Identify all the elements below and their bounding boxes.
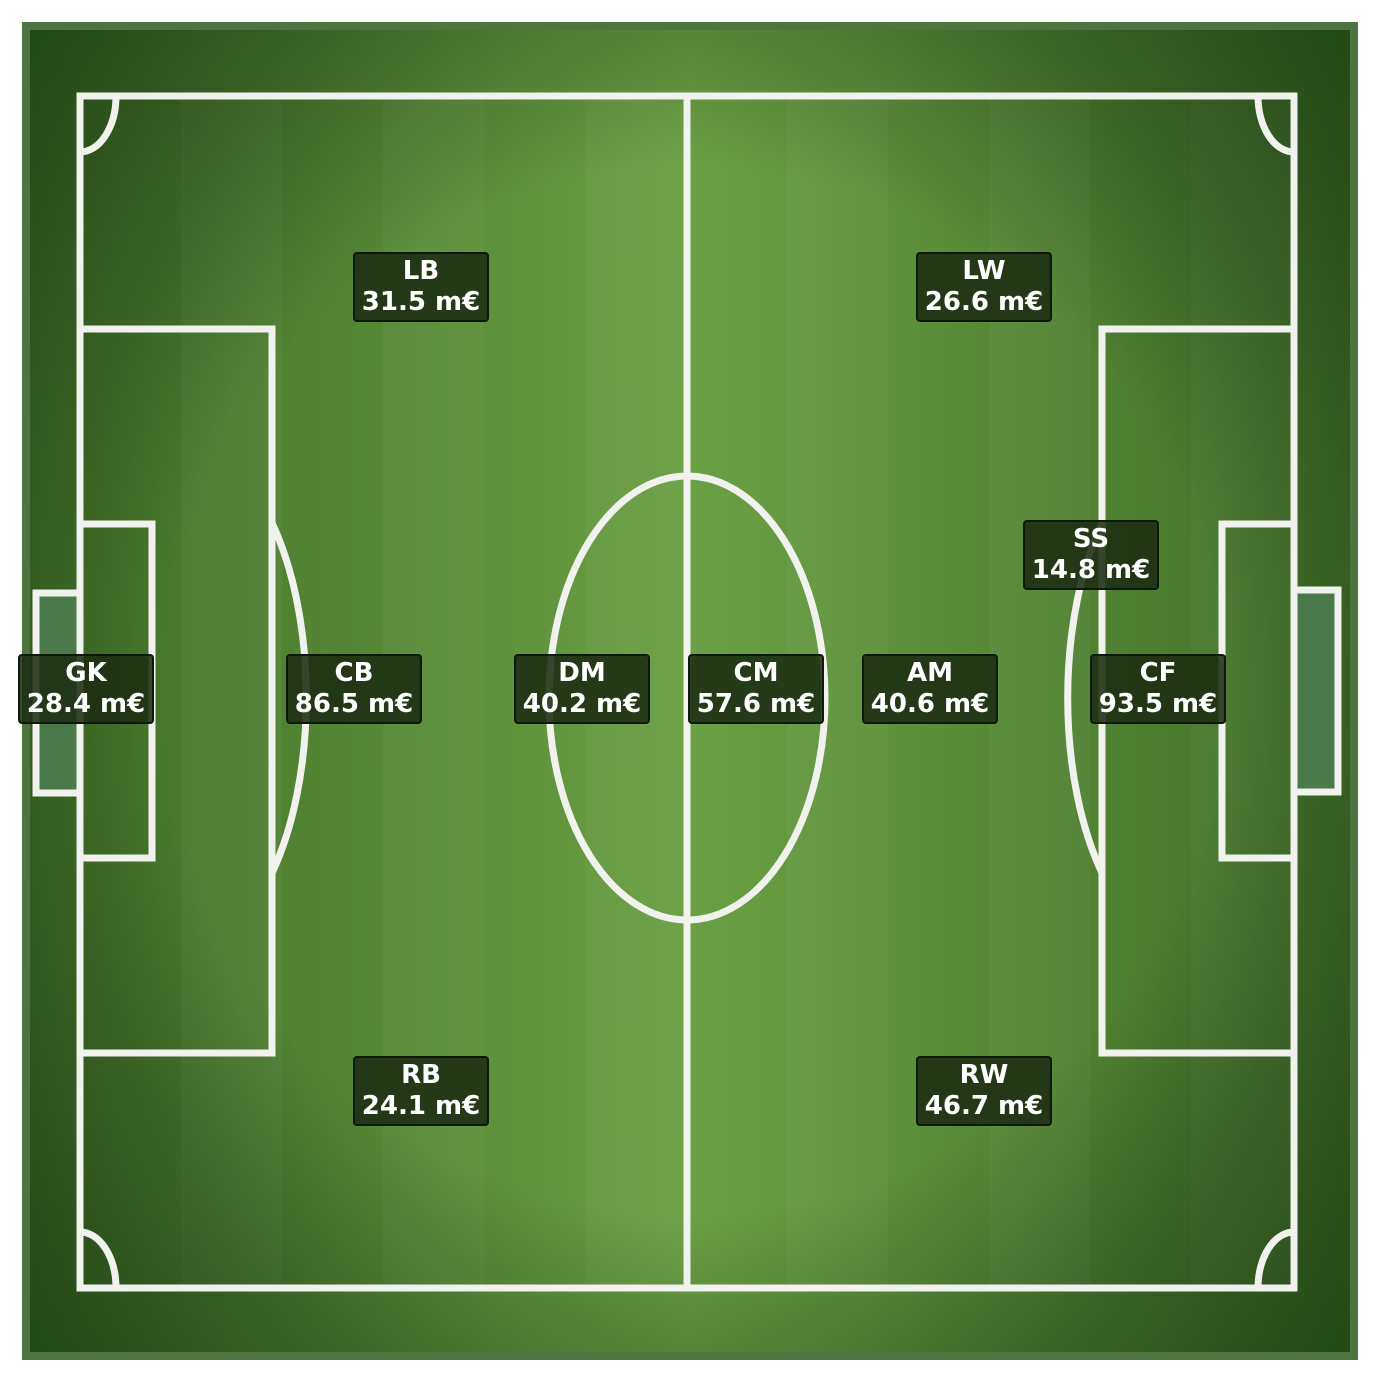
label-rw: RW 46.7 m€ bbox=[916, 1056, 1052, 1126]
corner-arc-top-left bbox=[79, 95, 120, 156]
label-rb-value: 24.1 m€ bbox=[361, 1091, 481, 1121]
label-dm-value: 40.2 m€ bbox=[522, 689, 642, 719]
label-gk-code: GK bbox=[65, 658, 107, 688]
label-ss: SS 14.8 m€ bbox=[1023, 520, 1159, 590]
label-cb-value: 86.5 m€ bbox=[294, 689, 414, 719]
label-gk-value: 28.4 m€ bbox=[26, 689, 146, 719]
label-am-code: AM bbox=[907, 658, 953, 688]
label-dm: DM 40.2 m€ bbox=[514, 654, 650, 724]
corner-arc-bottom-left bbox=[79, 1228, 120, 1289]
right-goal bbox=[1290, 586, 1342, 796]
label-cf: CF 93.5 m€ bbox=[1090, 654, 1226, 724]
label-cf-value: 93.5 m€ bbox=[1098, 689, 1218, 719]
label-ss-value: 14.8 m€ bbox=[1031, 555, 1151, 585]
label-lw-value: 26.6 m€ bbox=[924, 287, 1044, 317]
label-rw-code: RW bbox=[959, 1060, 1009, 1090]
label-lw-code: LW bbox=[962, 256, 1006, 286]
label-lb-value: 31.5 m€ bbox=[361, 287, 481, 317]
label-ss-code: SS bbox=[1072, 524, 1110, 554]
label-rb: RB 24.1 m€ bbox=[353, 1056, 489, 1126]
label-cm-code: CM bbox=[733, 658, 779, 688]
pitch-markings bbox=[32, 92, 1342, 1292]
label-lb-code: LB bbox=[402, 256, 440, 286]
label-rb-code: RB bbox=[401, 1060, 441, 1090]
corner-arc-bottom-right bbox=[1254, 1228, 1295, 1289]
label-lb: LB 31.5 m€ bbox=[353, 252, 489, 322]
corner-arc-top-right bbox=[1254, 95, 1295, 156]
label-rw-value: 46.7 m€ bbox=[924, 1091, 1044, 1121]
label-cm: CM 57.6 m€ bbox=[688, 654, 824, 724]
label-cb: CB 86.5 m€ bbox=[286, 654, 422, 724]
label-lw: LW 26.6 m€ bbox=[916, 252, 1052, 322]
label-cf-code: CF bbox=[1139, 658, 1177, 688]
label-am-value: 40.6 m€ bbox=[870, 689, 990, 719]
label-am: AM 40.6 m€ bbox=[862, 654, 998, 724]
label-dm-code: DM bbox=[558, 658, 606, 688]
label-cb-code: CB bbox=[334, 658, 374, 688]
label-cm-value: 57.6 m€ bbox=[696, 689, 816, 719]
label-gk: GK 28.4 m€ bbox=[18, 654, 154, 724]
